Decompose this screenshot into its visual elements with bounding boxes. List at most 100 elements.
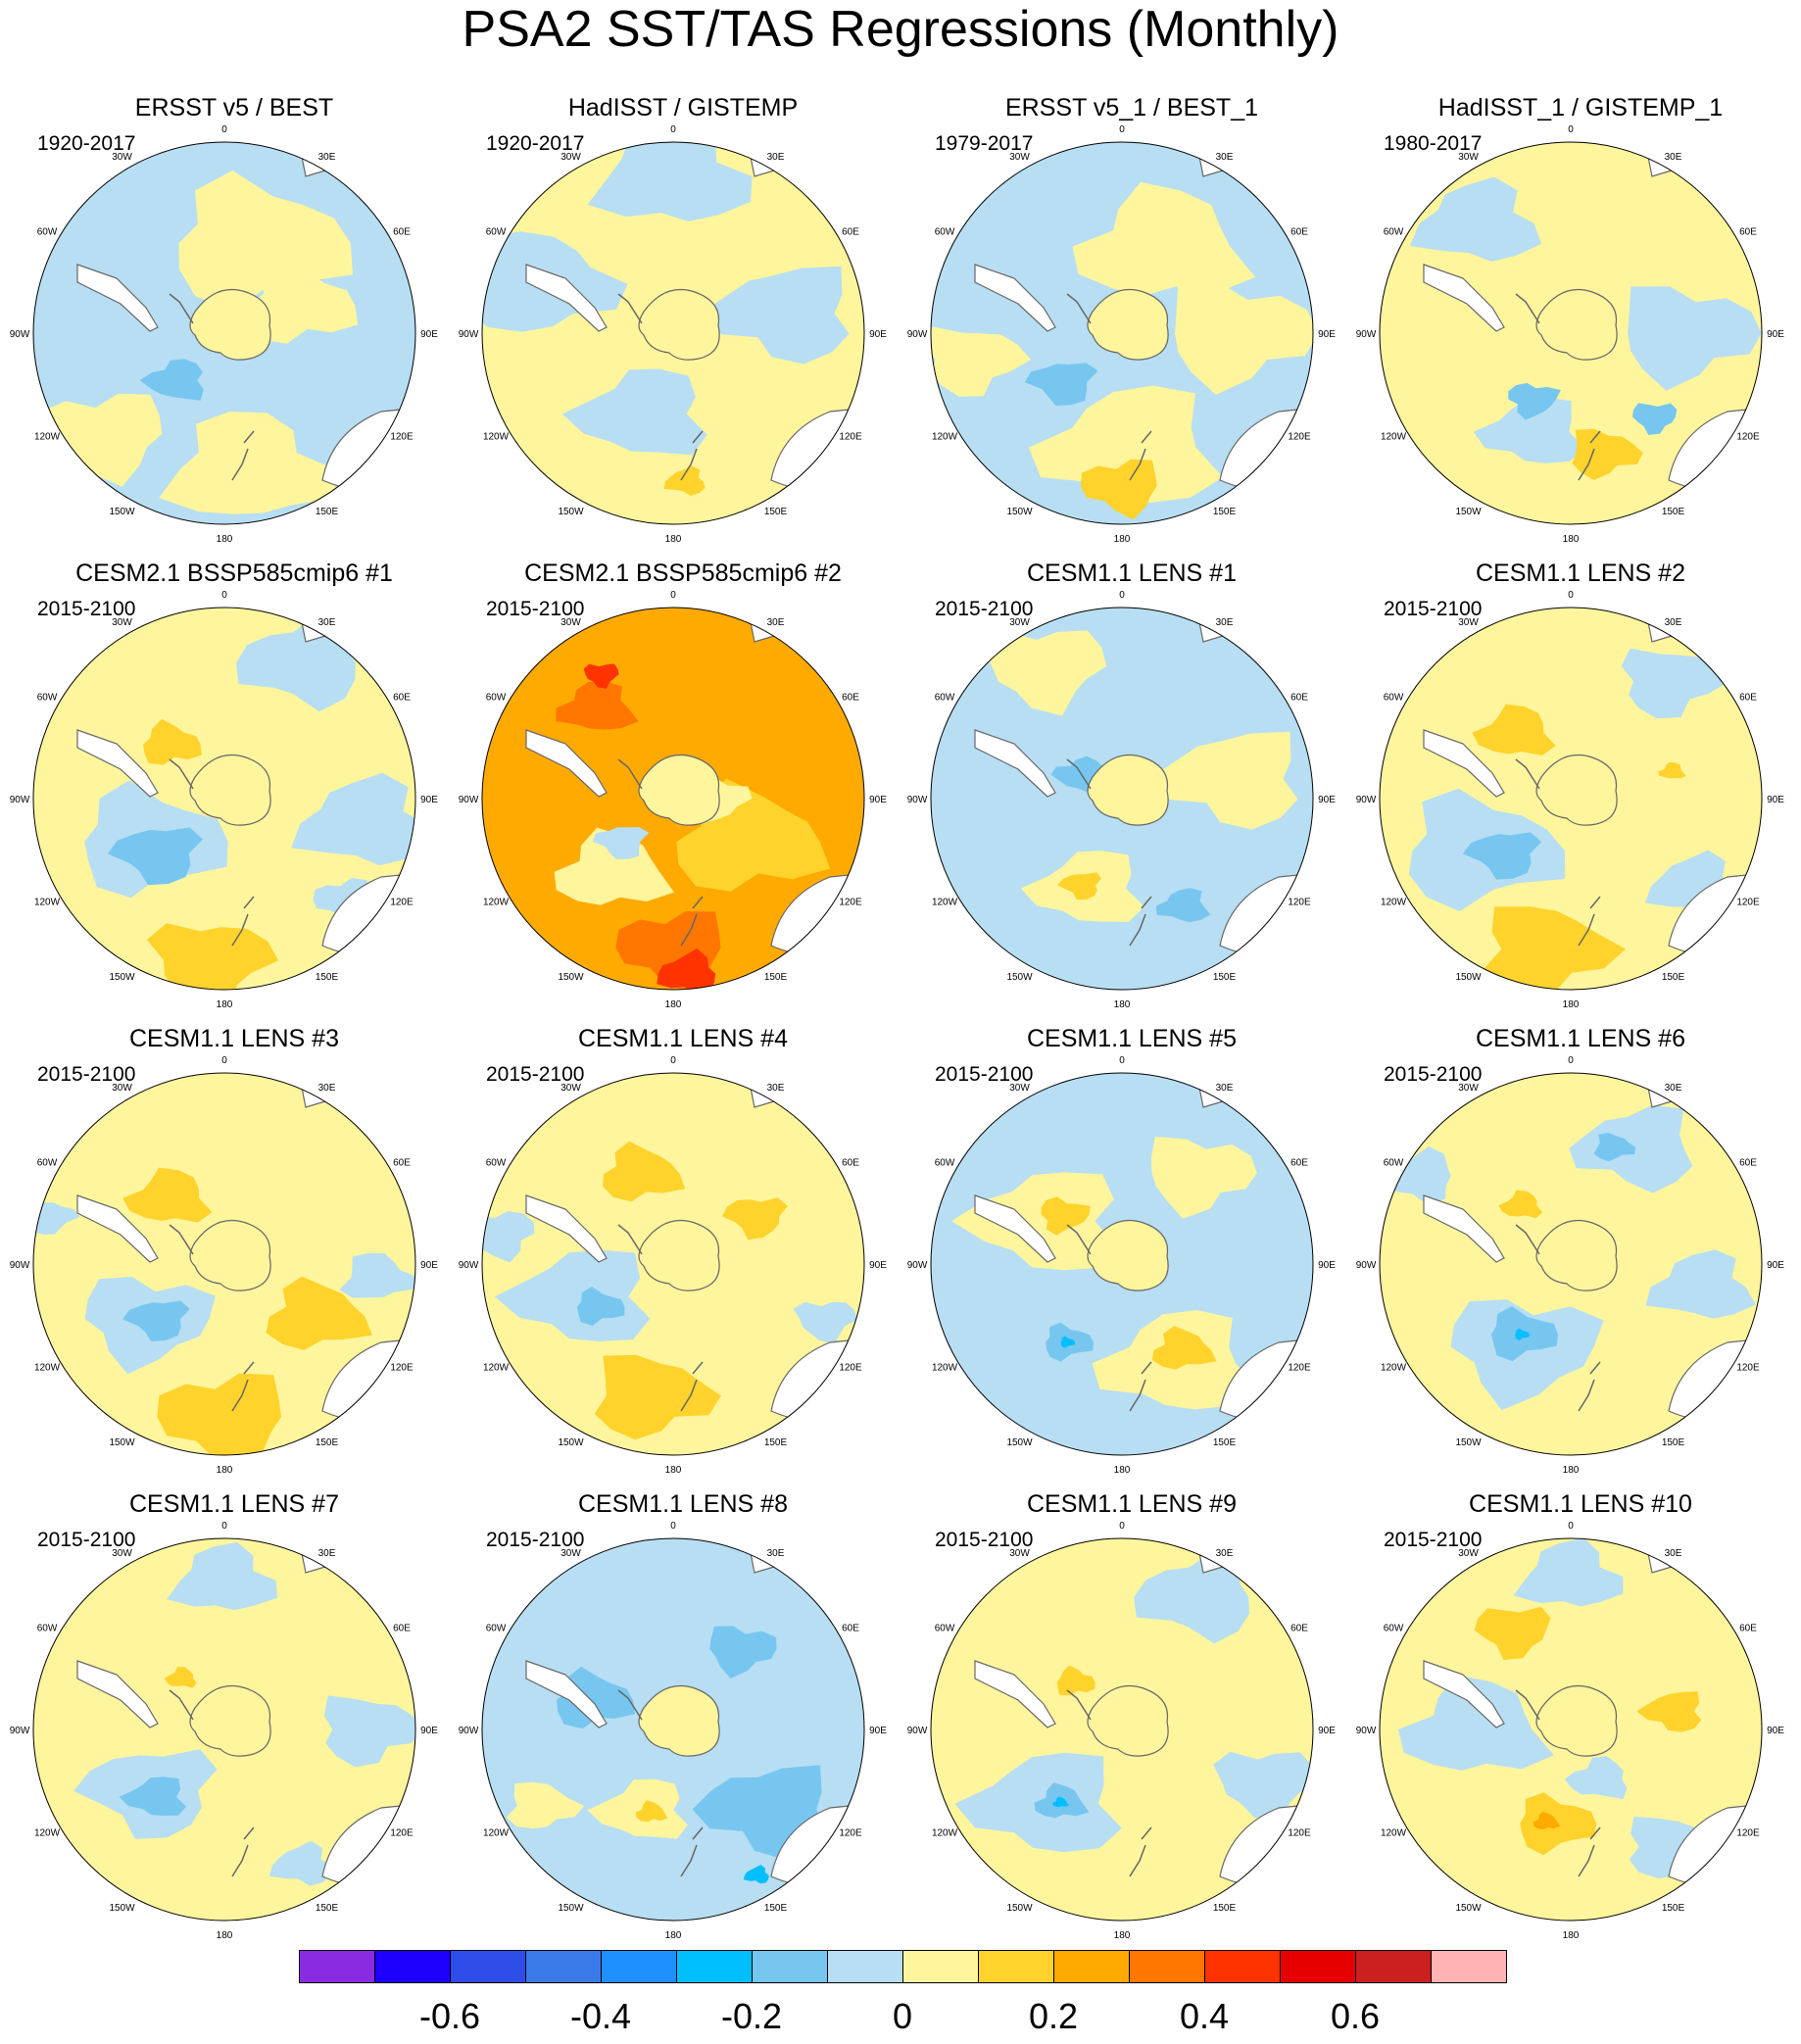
anomaly-region [587, 1778, 688, 1839]
longitude-label: 150E [1662, 1903, 1685, 1914]
longitude-label: 180 [665, 1930, 682, 1941]
longitude-label: 150E [1213, 972, 1237, 983]
colorbar-box [601, 1950, 677, 1983]
anomaly-region [1450, 1299, 1604, 1411]
map-panel: CESM1.1 LENS #8 2015-2100 0 30E 60E 90E 120E 15… [459, 1489, 907, 1955]
longitude-label: 150E [764, 1903, 788, 1914]
anomaly-region [1572, 428, 1643, 480]
longitude-label: 30E [1216, 1083, 1234, 1094]
colorbar-box [827, 1950, 903, 1983]
longitude-label: 150E [316, 1437, 339, 1448]
longitude-label: 0 [221, 590, 227, 601]
longitude-label: 60W [486, 693, 507, 704]
longitude-label: 90W [1356, 329, 1377, 340]
anomaly-region [793, 1301, 857, 1344]
longitude-label: 90W [459, 1726, 479, 1736]
longitude-label: 150E [1662, 507, 1685, 517]
new-zealand-outline [680, 430, 704, 481]
longitude-label: 30W [1009, 617, 1030, 628]
longitude-label: 0 [1119, 124, 1125, 135]
antarctica-outline [638, 1219, 720, 1291]
panel-period: 2015-2100 [935, 598, 1034, 620]
south-america-outline [1423, 264, 1505, 332]
panel-period: 2015-2100 [486, 598, 585, 620]
colorbar-tick-label: 0.6 [1330, 1996, 1381, 2036]
longitude-label: 30E [767, 617, 785, 628]
anomaly-region [951, 1172, 1114, 1271]
longitude-label: 120E [1736, 432, 1760, 443]
longitude-label: 120W [1381, 898, 1407, 908]
anomaly-region [1472, 704, 1556, 755]
longitude-label: 90W [1356, 1726, 1377, 1736]
new-zealand-outline [680, 1361, 704, 1412]
longitude-label: 150W [558, 507, 584, 517]
longitude-label: 30W [112, 1083, 132, 1094]
anomaly-region [1150, 1137, 1257, 1219]
anomaly-region [1593, 1132, 1636, 1162]
south-america-outline [76, 264, 159, 332]
antarctica-outline [1087, 1684, 1169, 1757]
longitude-label: 0 [1568, 1055, 1574, 1066]
polar-map: 0 30E 60E 90E 120E 150E 180 150W 120W 90W 60W 30W [459, 1521, 887, 1941]
map-panel: CESM2.1 BSSP585cmip6 #1 2015-2100 0 30E 60E 9… [10, 559, 459, 1024]
colorbar-box [1280, 1950, 1356, 1983]
map-border [1379, 141, 1763, 525]
colorbar-box [752, 1950, 828, 1983]
anomaly-region [323, 1695, 415, 1768]
longitude-label: 30E [1665, 617, 1682, 628]
panel-grid: ERSST v5 / BEST 1920-2017 0 30E 60E 90E 120E 15… [10, 93, 1784, 1941]
antarctica-outline [189, 1684, 271, 1757]
map-panel: ERSST v5 / BEST 1920-2017 0 30E 60E 90E 120E 15… [10, 93, 459, 559]
peninsula-outline [617, 1689, 643, 1721]
anomaly-region [482, 1211, 535, 1263]
longitude-label: 30E [318, 1083, 336, 1094]
longitude-label: 0 [670, 590, 676, 601]
longitude-label: 150W [558, 1903, 584, 1914]
longitude-label: 120E [1288, 1363, 1311, 1374]
longitude-label: 30W [112, 152, 132, 163]
peninsula-outline [1515, 293, 1540, 324]
map-panel: CESM1.1 LENS #1 2015-2100 0 30E 60E 90E 120E 15… [907, 559, 1356, 1024]
new-zealand-outline [1578, 1361, 1601, 1412]
panel-title: HadISST / GISTEMP [567, 94, 799, 122]
longitude-label: 120W [483, 432, 510, 443]
panel-period: 2015-2100 [935, 1063, 1034, 1086]
polar-map: 0 30E 60E 90E 120E 150E 180 150W 120W 90W 60W 30W [10, 1521, 438, 1941]
map-border [1379, 1537, 1763, 1922]
longitude-label: 120E [1288, 432, 1311, 443]
peninsula-outline [1515, 1224, 1540, 1255]
longitude-label: 120W [34, 898, 61, 908]
map-panel: CESM1.1 LENS #7 2015-2100 0 30E 60E 90E 120E 15… [10, 1489, 459, 1955]
map-border [930, 1072, 1314, 1456]
longitude-label: 60E [393, 693, 411, 704]
longitude-label: 150E [1213, 1437, 1237, 1448]
longitude-label: 30W [1009, 1083, 1030, 1094]
panel-period: 2015-2100 [486, 1063, 585, 1086]
longitude-label: 60E [1739, 1624, 1757, 1634]
anomaly-region [721, 1197, 788, 1241]
colorbar-box [1355, 1950, 1432, 1983]
longitude-label: 60W [1384, 1624, 1404, 1634]
anomaly-region [1052, 1796, 1069, 1808]
longitude-label: 30E [767, 1083, 785, 1094]
panel-title: ERSST v5_1 / BEST_1 [1005, 94, 1258, 122]
longitude-label: 180 [1114, 534, 1131, 545]
longitude-label: 60E [1290, 1158, 1308, 1169]
anomaly-region [164, 1667, 197, 1688]
longitude-label: 150W [1006, 1437, 1033, 1448]
longitude-label: 90E [869, 1726, 887, 1736]
longitude-label: 60W [1384, 693, 1404, 704]
longitude-label: 120E [839, 1363, 862, 1374]
antarctica-outline [1087, 1219, 1169, 1291]
panel-period: 2015-2100 [37, 598, 136, 620]
anomaly-region [1060, 1336, 1076, 1348]
panel-title: ERSST v5 / BEST [134, 94, 334, 122]
antarctica-outline [638, 754, 720, 826]
longitude-label: 0 [670, 124, 676, 135]
anomaly-region [982, 630, 1107, 716]
longitude-label: 0 [221, 124, 227, 135]
longitude-label: 150W [1455, 972, 1482, 983]
south-america-outline [525, 1660, 608, 1728]
longitude-label: 90E [420, 1260, 438, 1271]
map-border [32, 1537, 416, 1922]
